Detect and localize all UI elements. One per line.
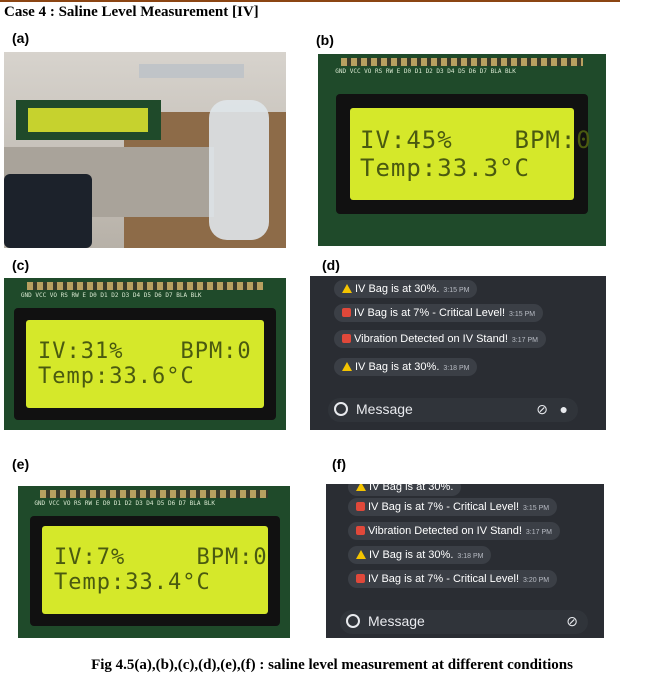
lcd-module-a bbox=[16, 100, 161, 140]
chat-message: IV Bag is at 7% - Critical Level! 3:20 PM bbox=[348, 570, 558, 588]
chat-message: IV Bag is at 30%. 3:15 PM bbox=[334, 280, 478, 298]
attach-icon[interactable]: ⊘ bbox=[536, 401, 548, 417]
pcb-pin-labels: GND VCC VO RS RW E D0 D1 D2 D3 D4 D5 D6 … bbox=[335, 68, 516, 75]
chat-message: IV Bag is at 30%. 3:18 PM bbox=[348, 546, 492, 564]
warning-icon bbox=[356, 484, 366, 491]
lcd-bezel: IV:31% BPM:0 Temp:33.6°C bbox=[14, 308, 276, 420]
alarm-icon bbox=[342, 334, 351, 343]
label-e: (e) bbox=[12, 456, 30, 472]
load-cell bbox=[139, 64, 244, 78]
figure-caption: Fig 4.5(a),(b),(c),(d),(e),(f) : saline … bbox=[91, 657, 573, 673]
message-input[interactable]: Message ⊘ ● bbox=[328, 398, 578, 422]
label-a: (a) bbox=[12, 30, 30, 46]
label-b: (b) bbox=[316, 32, 334, 48]
photo-c: GND VCC VO RS RW E D0 D1 D2 D3 D4 D5 D6 … bbox=[4, 278, 286, 430]
label-d: (d) bbox=[322, 257, 340, 273]
pcb-pin-labels: GND VCC VO RS RW E D0 D1 D2 D3 D4 D5 D6 … bbox=[20, 292, 202, 299]
warning-icon bbox=[342, 284, 352, 293]
attach-icon[interactable]: ⊘ bbox=[566, 613, 578, 629]
saline-bottle bbox=[209, 100, 269, 240]
case-title: Case 4 : Saline Level Measurement [IV] bbox=[4, 4, 259, 20]
lcd-screen-b: IV:45% BPM:0 Temp:33.3°C bbox=[350, 108, 592, 200]
lcd-line-1: IV:7% BPM:0 bbox=[54, 545, 268, 570]
photo-e: GND VCC VO RS RW E D0 D1 D2 D3 D4 D5 D6 … bbox=[18, 486, 290, 638]
message-placeholder: Message bbox=[356, 401, 413, 417]
chat-message: IV Bag is at 30%. bbox=[348, 484, 462, 496]
lcd-bezel: IV:45% BPM:0 Temp:33.3°C bbox=[336, 94, 592, 214]
lcd-screen-c: IV:31% BPM:0 Temp:33.6°C bbox=[26, 320, 264, 408]
alarm-icon bbox=[356, 574, 365, 583]
chat-message: IV Bag is at 30%. 3:18 PM bbox=[334, 358, 478, 376]
phone-screen-d: IV Bag is at 30%. 3:15 PM IV Bag is at 7%… bbox=[310, 276, 606, 430]
warning-icon bbox=[356, 550, 366, 559]
chat-message: IV Bag is at 7% - Critical Level! 3:15 PM bbox=[348, 498, 558, 516]
header-pins bbox=[39, 490, 269, 498]
phone-a bbox=[4, 174, 92, 248]
warning-icon bbox=[342, 362, 352, 371]
label-f: (f) bbox=[332, 456, 346, 472]
alarm-icon bbox=[356, 502, 365, 511]
emoji-icon[interactable] bbox=[334, 402, 348, 416]
header-pins bbox=[26, 282, 264, 290]
header-pins bbox=[341, 58, 583, 66]
mic-icon[interactable]: ● bbox=[559, 401, 568, 417]
lcd-line-2: Temp:33.6°C bbox=[38, 364, 195, 389]
message-input[interactable]: Message ⊘ bbox=[340, 610, 588, 634]
alarm-icon bbox=[356, 526, 365, 535]
photo-b: GND VCC VO RS RW E D0 D1 D2 D3 D4 D5 D6 … bbox=[318, 54, 606, 246]
chat-message: IV Bag is at 7% - Critical Level! 3:15 PM bbox=[334, 304, 544, 322]
lcd-bezel: IV:7% BPM:0 Temp:33.4°C bbox=[30, 516, 280, 626]
message-placeholder: Message bbox=[368, 613, 425, 629]
photo-a bbox=[4, 52, 286, 248]
pcb-pin-labels: GND VCC VO RS RW E D0 D1 D2 D3 D4 D5 D6 … bbox=[34, 500, 215, 507]
lcd-line-1: IV:31% BPM:0 bbox=[38, 339, 252, 364]
lcd-screen-e: IV:7% BPM:0 Temp:33.4°C bbox=[42, 526, 268, 614]
emoji-icon[interactable] bbox=[346, 614, 360, 628]
chat-message: Vibration Detected on IV Stand! 3:17 PM bbox=[348, 522, 560, 540]
top-rule bbox=[0, 0, 620, 2]
phone-screen-f: IV Bag is at 30%. IV Bag is at 7% - Crit… bbox=[326, 484, 604, 638]
lcd-line-2: Temp:33.4°C bbox=[54, 570, 211, 595]
lcd-line-1: IV:45% BPM:0 bbox=[360, 126, 592, 154]
chat-message: Vibration Detected on IV Stand! 3:17 PM bbox=[334, 330, 546, 348]
label-c: (c) bbox=[12, 257, 30, 273]
lcd-line-2: Temp:33.3°C bbox=[360, 154, 530, 182]
alarm-icon bbox=[342, 308, 351, 317]
